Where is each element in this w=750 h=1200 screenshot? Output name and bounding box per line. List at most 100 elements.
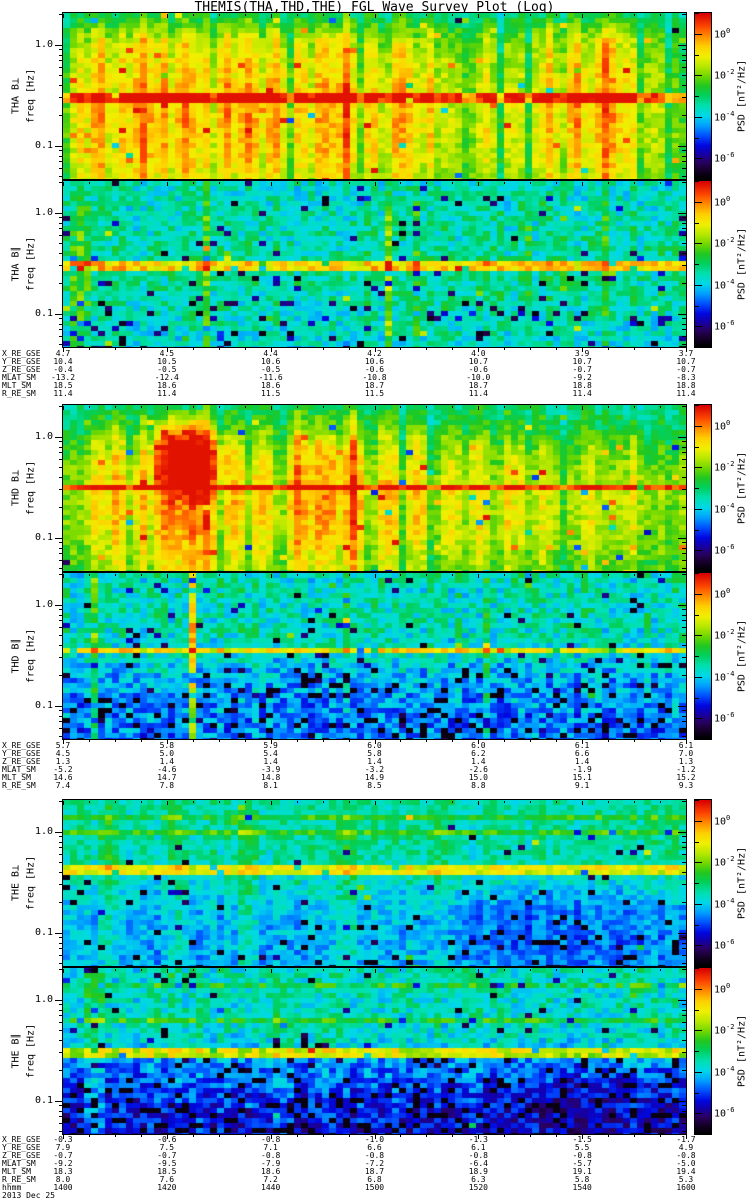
colorbar-tick [695, 1072, 702, 1073]
y-minor-tick [59, 728, 63, 729]
spectrogram-tha-bperp [62, 12, 687, 180]
x-minor-tick-top [323, 574, 324, 576]
x-minor-tick-bottom [115, 348, 116, 350]
x-minor-tick-top [219, 574, 220, 576]
eph-value: 7.4 [55, 781, 71, 790]
y-minor-tick-right [682, 716, 686, 717]
eph-value: -0.8 [364, 1151, 385, 1160]
y-minor-tick [59, 507, 63, 508]
x-minor-tick-bottom [115, 740, 116, 742]
x-minor-tick-bottom [297, 348, 298, 350]
x-major-tick-bottom [686, 1135, 687, 1139]
eph-value: 5.4 [263, 749, 278, 758]
y-minor-tick [59, 467, 63, 468]
time-tick-label: 1600 [676, 1183, 696, 1192]
eph-value: -9.2 [572, 373, 592, 382]
x-minor-tick-top [608, 182, 609, 184]
x-minor-tick-top [141, 14, 142, 16]
eph-value: -0.8 [676, 1151, 696, 1160]
eph-value: 18.7 [468, 381, 488, 390]
x-major-tick-bottom [478, 1135, 479, 1139]
eph-value: -4.6 [157, 765, 177, 774]
colorbar-tick-label: 100 [714, 587, 730, 600]
x-minor-tick-top [323, 182, 324, 184]
x-minor-tick-top [452, 14, 453, 16]
eph-row-label: Y_RE_GSE [2, 749, 41, 758]
colorbar-tick-exponent: -4 [726, 1064, 735, 1073]
y-minor-tick-right [682, 75, 686, 76]
y-minor-tick-right [682, 243, 686, 244]
eph-value: -5.7 [572, 1159, 592, 1168]
eph-value: 9.3 [678, 781, 694, 790]
colorbar-tick [695, 1134, 699, 1135]
eph-value: 5.8 [574, 1175, 590, 1184]
eph-value: -10.8 [362, 373, 387, 382]
y-tick-label: 0.1 [34, 926, 53, 938]
colorbar-tick-mantissa: 10 [714, 29, 727, 41]
x-major-tick-bottom [375, 1135, 376, 1139]
y-minor-tick [59, 452, 63, 453]
x-major-tick-top [582, 574, 583, 578]
y-axis-probe-label: THA B∥ [10, 246, 22, 282]
colorbar-tick [695, 842, 699, 843]
x-minor-tick-top [193, 574, 194, 576]
y-minor-tick [59, 710, 63, 711]
y-minor-tick [59, 235, 63, 236]
eph-value: 6.1 [574, 741, 590, 750]
y-major-tick [55, 706, 63, 707]
eph-row-label: MLAT_SM [2, 373, 36, 382]
x-major-tick-bottom [375, 740, 376, 744]
colorbar-tick [695, 718, 702, 719]
x-major-tick-bottom [686, 348, 687, 352]
x-minor-tick-top [530, 14, 531, 16]
eph-row-label: MLAT_SM [2, 765, 36, 774]
x-minor-tick-top [504, 14, 505, 16]
y-minor-tick-right [682, 452, 686, 453]
y-major-tick-right [678, 832, 686, 833]
y-minor-tick-right [682, 955, 686, 956]
time-tick-label: 1520 [468, 1183, 488, 1192]
colorbar-tick [695, 1113, 702, 1114]
y-tick-label: 1.0 [34, 206, 53, 218]
y-minor-tick-right [682, 620, 686, 621]
x-major-tick-bottom [686, 740, 687, 744]
eph-row-label: MLT_SM [2, 773, 31, 782]
y-minor-tick [59, 937, 63, 938]
y-minor-tick-right [682, 176, 686, 177]
eph-value: 18.8 [676, 381, 696, 390]
y-minor-tick-right [682, 801, 686, 802]
spectrogram-the-bperp [62, 799, 687, 967]
x-minor-tick-top [115, 969, 116, 971]
x-minor-tick-bottom [530, 740, 531, 742]
y-minor-tick-right [682, 14, 686, 15]
x-minor-tick-top [323, 801, 324, 803]
x-major-tick-top [271, 801, 272, 805]
eph-row-label: X_RE_GSE [2, 349, 41, 358]
y-minor-tick-right [682, 560, 686, 561]
colorbar-tick [695, 883, 699, 884]
x-major-tick-top [375, 182, 376, 186]
y-minor-tick [59, 847, 63, 848]
x-minor-tick-top [504, 801, 505, 803]
x-minor-tick-top [89, 801, 90, 803]
y-minor-tick-right [682, 223, 686, 224]
x-minor-tick-top [556, 801, 557, 803]
x-major-tick-bottom [375, 348, 376, 352]
eph-row-label: X_RE_GSE [2, 1135, 41, 1144]
y-minor-tick-right [682, 1015, 686, 1016]
y-axis-probe-label: THD B∥ [10, 638, 22, 674]
colorbar-tick-exponent: -4 [726, 277, 735, 286]
x-minor-tick-top [349, 574, 350, 576]
eph-value: -1.2 [676, 765, 696, 774]
y-minor-tick-right [682, 553, 686, 554]
eph-value: 8.1 [263, 781, 278, 790]
y-minor-tick [59, 1131, 63, 1132]
y-minor-tick [59, 459, 63, 460]
y-minor-tick [59, 217, 63, 218]
y-minor-tick-right [682, 1123, 686, 1124]
eph-value: 19.1 [572, 1167, 592, 1176]
x-minor-tick-bottom [89, 1135, 90, 1137]
eph-value: 7.9 [55, 1143, 71, 1152]
eph-value: -7.9 [261, 1159, 281, 1168]
eph-value: -0.6 [364, 365, 385, 374]
